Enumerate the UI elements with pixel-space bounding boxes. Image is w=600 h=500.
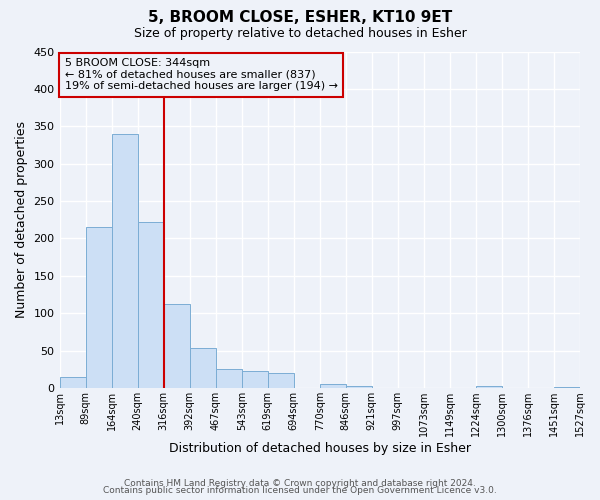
Bar bbox=[554, 386, 580, 388]
Text: 5 BROOM CLOSE: 344sqm
← 81% of detached houses are smaller (837)
19% of semi-det: 5 BROOM CLOSE: 344sqm ← 81% of detached … bbox=[65, 58, 338, 92]
Text: Size of property relative to detached houses in Esher: Size of property relative to detached ho… bbox=[134, 28, 466, 40]
Text: 5, BROOM CLOSE, ESHER, KT10 9ET: 5, BROOM CLOSE, ESHER, KT10 9ET bbox=[148, 10, 452, 25]
Bar bbox=[112, 134, 137, 388]
Bar bbox=[268, 373, 294, 388]
X-axis label: Distribution of detached houses by size in Esher: Distribution of detached houses by size … bbox=[169, 442, 471, 455]
Bar bbox=[137, 222, 164, 388]
Bar bbox=[190, 348, 215, 388]
Bar bbox=[346, 386, 372, 388]
Text: Contains public sector information licensed under the Open Government Licence v3: Contains public sector information licen… bbox=[103, 486, 497, 495]
Bar bbox=[242, 371, 268, 388]
Y-axis label: Number of detached properties: Number of detached properties bbox=[15, 122, 28, 318]
Bar bbox=[59, 377, 86, 388]
Bar bbox=[320, 384, 346, 388]
Text: Contains HM Land Registry data © Crown copyright and database right 2024.: Contains HM Land Registry data © Crown c… bbox=[124, 478, 476, 488]
Bar bbox=[215, 370, 242, 388]
Bar bbox=[164, 304, 190, 388]
Bar bbox=[476, 386, 502, 388]
Bar bbox=[86, 227, 112, 388]
